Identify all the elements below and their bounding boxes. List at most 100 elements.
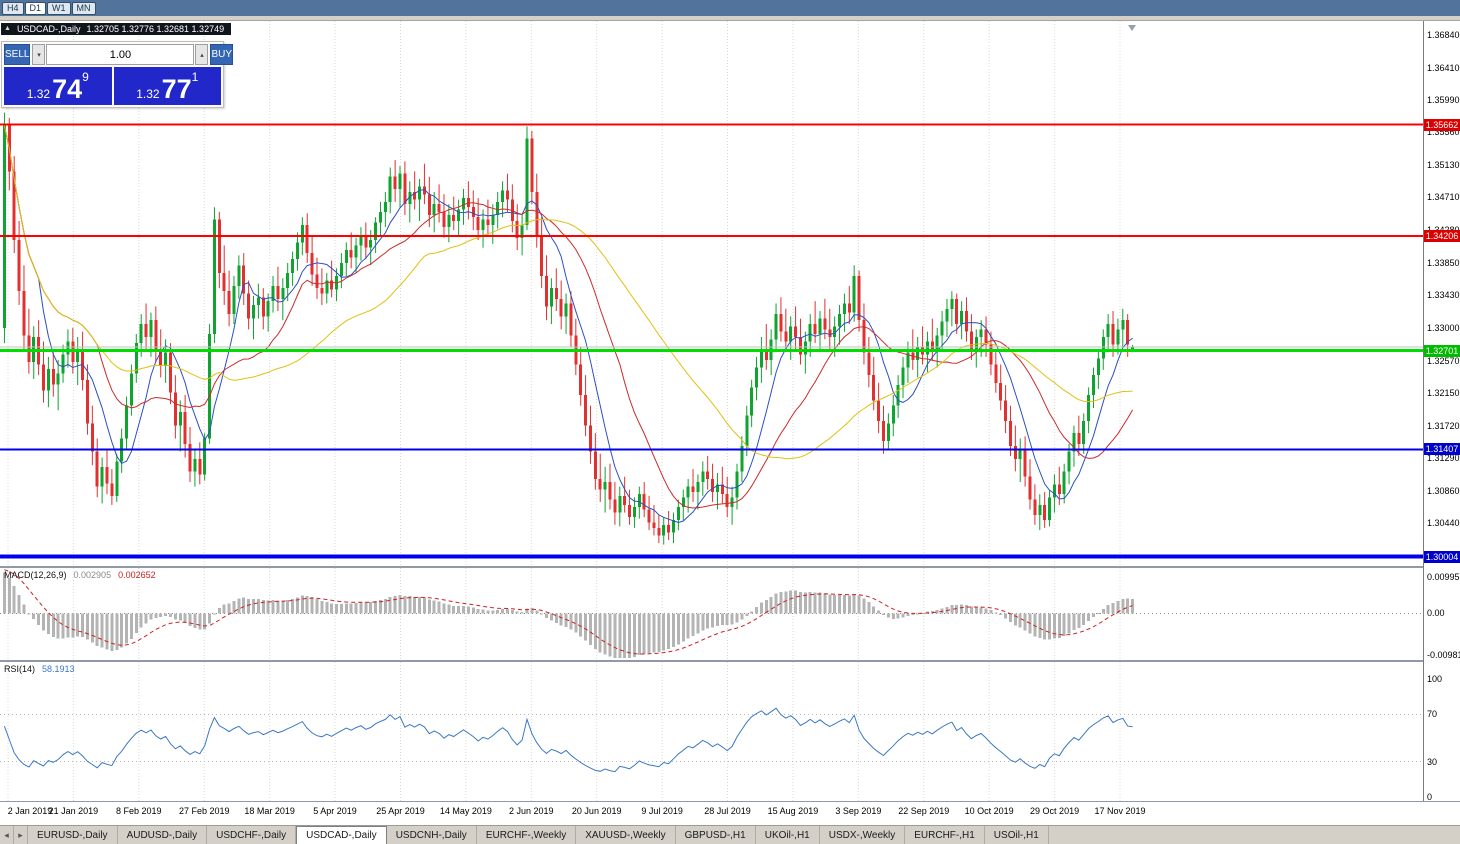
axis-label: -0.009818 bbox=[1427, 650, 1460, 660]
time-axis-label: 2 Jun 2019 bbox=[509, 806, 554, 816]
time-axis-label: 22 Sep 2019 bbox=[898, 806, 950, 816]
tab-eurchf-weekly[interactable]: EURCHF-,Weekly bbox=[477, 826, 577, 844]
volume-decrease-button[interactable]: ▾ bbox=[32, 44, 46, 65]
timeframe-buttons: H4 D1 W1 MN bbox=[2, 1, 96, 15]
time-axis-label: 3 Sep 2019 bbox=[835, 806, 882, 816]
sell-price-prefix: 1.32 bbox=[26, 87, 51, 101]
tab-usdchf-daily[interactable]: USDCHF-,Daily bbox=[207, 826, 297, 844]
rsi-panel[interactable]: RSI(14) 58.1913 bbox=[0, 662, 1423, 801]
axis-label: 1.31720 bbox=[1427, 420, 1460, 431]
axis-label: 1.32150 bbox=[1427, 387, 1460, 398]
buy-price-sup: 1 bbox=[191, 70, 199, 84]
axis-label: 0.009957 bbox=[1427, 572, 1460, 582]
price-line-badge: 1.30004 bbox=[1424, 550, 1460, 563]
tab-eurchf-h1[interactable]: EURCHF-,H1 bbox=[905, 826, 985, 844]
rsi-name: RSI(14) bbox=[4, 664, 36, 674]
rsi-label: RSI(14) 58.1913 bbox=[4, 664, 75, 674]
time-axis-label: 18 Mar 2019 bbox=[244, 806, 295, 816]
axis-label: 100 bbox=[1427, 674, 1443, 684]
macd-histogram bbox=[2, 572, 1135, 659]
tab-scroll-left-icon[interactable]: ◂ bbox=[0, 826, 14, 844]
time-axis-label: 5 Apr 2019 bbox=[313, 806, 357, 816]
tab-scroll-right-icon[interactable]: ▸ bbox=[14, 826, 28, 844]
tab-gbpusd-h1[interactable]: GBPUSD-,H1 bbox=[676, 826, 756, 844]
macd-label: MACD(12,26,9) 0.002905 0.002652 bbox=[4, 570, 156, 580]
tab-usdcad-daily[interactable]: USDCAD-,Daily bbox=[296, 826, 387, 844]
chart-shift-marker[interactable] bbox=[1128, 25, 1136, 31]
price-line-badge: 1.31407 bbox=[1424, 443, 1460, 456]
macd-value-main: 0.002905 bbox=[73, 570, 112, 580]
axis-label: 1.36840 bbox=[1427, 29, 1460, 40]
chart-symbol: USDCAD-,Daily bbox=[16, 24, 81, 34]
time-axis-label: 27 Feb 2019 bbox=[178, 806, 230, 816]
price-line-badge: 1.35662 bbox=[1424, 118, 1460, 131]
axis-label: 1.35990 bbox=[1427, 94, 1460, 105]
timeframe-h4-button[interactable]: H4 bbox=[2, 1, 24, 15]
price-axis[interactable]: 1.36840 1.36410 1.35990 1.35560 1.35130 1.347… bbox=[1423, 21, 1460, 802]
time-axis-label: 2 Jan 2019 bbox=[7, 806, 53, 816]
volume-control: ▾ ▴ bbox=[32, 44, 209, 65]
axis-label: 1.30440 bbox=[1427, 518, 1460, 529]
macd-value-signal: 0.002652 bbox=[118, 570, 156, 580]
tab-usdcnh-daily[interactable]: USDCNH-,Daily bbox=[387, 826, 477, 844]
panel-divider[interactable] bbox=[0, 566, 1460, 568]
tab-usdx-weekly[interactable]: USDX-,Weekly bbox=[820, 826, 906, 844]
panel-divider[interactable] bbox=[0, 660, 1460, 662]
axis-label: 0.00 bbox=[1427, 608, 1445, 619]
time-axis[interactable]: 2 Jan 2019 21 Jan 2019 8 Feb 2019 27 Feb 20… bbox=[0, 802, 1460, 824]
axis-label: 1.30860 bbox=[1427, 486, 1460, 497]
volume-input[interactable] bbox=[46, 44, 195, 65]
time-axis-label: 25 Apr 2019 bbox=[376, 806, 425, 816]
price-line-badge: 1.34206 bbox=[1424, 229, 1460, 242]
volume-increase-button[interactable]: ▴ bbox=[195, 44, 209, 65]
time-axis-label: 21 Jan 2019 bbox=[48, 806, 99, 816]
tab-audusd-daily[interactable]: AUDUSD-,Daily bbox=[118, 826, 208, 844]
timeframe-d1-button[interactable]: D1 bbox=[24, 1, 47, 15]
sell-price-big: 74 bbox=[52, 74, 83, 104]
time-axis-label: 20 Jun 2019 bbox=[571, 806, 622, 816]
axis-label: 1.32570 bbox=[1427, 355, 1460, 366]
sell-price[interactable]: 1.32 74 9 bbox=[4, 67, 112, 105]
sell-button[interactable]: SELL bbox=[4, 44, 31, 65]
buy-button[interactable]: BUY bbox=[210, 44, 234, 65]
timeframe-mn-button[interactable]: MN bbox=[71, 1, 96, 15]
time-axis-label: 14 May 2019 bbox=[439, 806, 492, 816]
horizontal-lines bbox=[0, 123, 1423, 559]
time-axis-label: 9 Jul 2019 bbox=[641, 806, 683, 816]
candlesticks bbox=[2, 112, 1135, 545]
tab-ukoil-h1[interactable]: UKOil-,H1 bbox=[756, 826, 820, 844]
time-axis-divider bbox=[0, 801, 1460, 802]
moving-average-lines bbox=[3, 125, 1134, 524]
axis-label: 1.33000 bbox=[1427, 322, 1460, 333]
tab-xauusd-weekly[interactable]: XAUUSD-,Weekly bbox=[576, 826, 676, 844]
axis-label: 1.36410 bbox=[1427, 62, 1460, 73]
buy-price[interactable]: 1.32 77 1 bbox=[113, 67, 221, 105]
axis-label: 1.35560 bbox=[1427, 127, 1460, 138]
price-chart[interactable]: ▲ USDCAD-,Daily 1.32705 1.32776 1.32681 … bbox=[0, 21, 1423, 566]
tab-eurusd-daily[interactable]: EURUSD-,Daily bbox=[28, 826, 118, 844]
macd-panel[interactable]: MACD(12,26,9) 0.002905 0.002652 bbox=[0, 568, 1423, 660]
timeframe-toolbar: H4 D1 W1 MN bbox=[0, 0, 1460, 16]
tab-usoil-h1[interactable]: USOil-,H1 bbox=[985, 826, 1049, 844]
axis-label: 30 bbox=[1427, 756, 1438, 767]
chart-tabs-bar: ◂ ▸ EURUSD-,Daily AUDUSD-,Daily USDCHF-,Dail… bbox=[0, 825, 1460, 844]
chart-title-bar: ▲ USDCAD-,Daily 1.32705 1.32776 1.32681 … bbox=[1, 23, 232, 35]
time-axis-label: 8 Feb 2019 bbox=[116, 806, 162, 816]
chart-icon: ▲ bbox=[4, 25, 11, 32]
buy-price-prefix: 1.32 bbox=[136, 87, 160, 101]
price-line-badge: 1.32701 bbox=[1424, 344, 1460, 357]
rsi-value: 58.1913 bbox=[42, 664, 75, 674]
macd-name: MACD(12,26,9) bbox=[4, 570, 67, 580]
axis-label: 1.34710 bbox=[1427, 192, 1460, 203]
rsi-line bbox=[3, 707, 1133, 773]
grid-lines bbox=[7, 21, 1121, 566]
axis-label: 0 bbox=[1427, 792, 1433, 802]
axis-label: 1.33430 bbox=[1427, 290, 1460, 301]
time-axis-label: 15 Aug 2019 bbox=[767, 806, 819, 816]
rsi-level-lines bbox=[0, 713, 1423, 763]
timeframe-w1-button[interactable]: W1 bbox=[47, 1, 71, 15]
axis-label: 1.31290 bbox=[1427, 453, 1460, 464]
axis-label: 1.33850 bbox=[1427, 257, 1460, 268]
grid-lines bbox=[7, 662, 1121, 801]
